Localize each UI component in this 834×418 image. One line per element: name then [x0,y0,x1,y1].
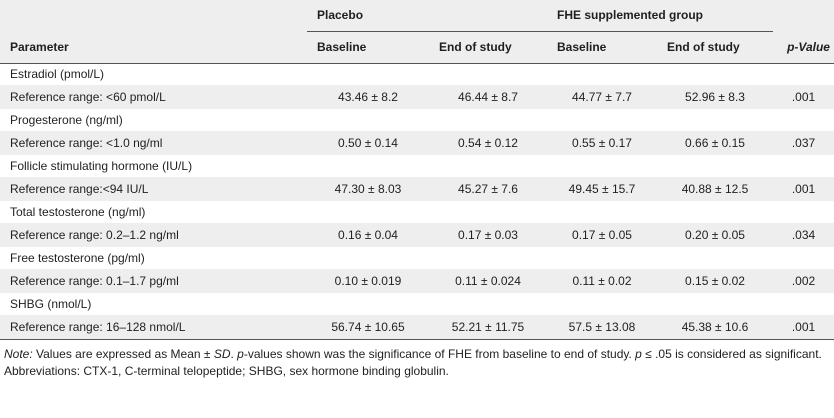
placebo-end-value: 0.54 ± 0.12 [458,136,518,150]
p-value: .037 [791,136,816,150]
placebo-end-value: 0.17 ± 0.03 [458,228,518,242]
section-row: Estradiol (pmol/L) [0,63,834,85]
p-value: .001 [773,315,834,340]
fhe-end-value: 0.15 ± 0.02 [685,274,745,288]
note-paragraph: Note: Values are expressed as Mean ± SD.… [4,346,830,363]
section-label: Progesterone (ng/ml) [10,113,123,127]
placebo-end-value: 46.44 ± 8.7 [458,90,518,104]
p-value: .002 [791,274,816,288]
reference-row: Reference range: <60 pmol/L 43.46 ± 8.2 … [0,85,834,109]
reference-row: Reference range: 0.1–1.7 pg/ml 0.10 ± 0.… [0,269,834,293]
reference-row: Reference range: 0.2–1.2 ng/ml 0.16 ± 0.… [0,223,834,247]
fhe-baseline-header: Baseline [547,31,657,64]
placebo-baseline-value: 0.50 ± 0.14 [338,136,398,150]
placebo-group-header: Placebo [307,0,547,32]
reference-row: Reference range: <1.0 ng/ml 0.50 ± 0.14 … [0,131,834,155]
reference-range-label: Reference range: 0.2–1.2 ng/ml [10,228,179,242]
fhe-baseline-value: 44.77 ± 7.7 [572,90,632,104]
header-column-row: Parameter Baseline End of study Baseline… [0,31,834,64]
reference-row: Reference range: 16–128 nmol/L 56.74 ± 1… [0,315,834,340]
note-text-3: -values shown was the significance of FH… [243,346,636,361]
section-label: Free testosterone (pg/ml) [10,251,145,265]
fhe-end-value: 40.88 ± 12.5 [681,182,749,196]
p-value: .001 [791,90,816,104]
fhe-end-value: 0.20 ± 0.05 [685,228,745,242]
placebo-baseline-value: 43.46 ± 8.2 [338,90,398,104]
reference-range-label: Reference range: <1.0 ng/ml [10,136,163,150]
p-value-header: p-Value [773,31,834,64]
note-text-1: Values are expressed as Mean ± [32,346,214,361]
hormone-table: Placebo FHE supplemented group Parameter… [0,0,834,340]
section-label: Follicle stimulating hormone (IU/L) [10,159,193,173]
section-label: Estradiol (pmol/L) [10,67,105,82]
p-value: .034 [791,228,816,242]
placebo-end-value: 0.11 ± 0.024 [455,274,521,288]
reference-range-label: Reference range: 0.1–1.7 pg/ml [10,274,179,288]
note-p-1: p [237,346,244,361]
reference-range-label: Reference range: 16–128 nmol/L [0,315,307,340]
fhe-baseline-value: 0.55 ± 0.17 [572,136,632,150]
note-text-4: ≤ .05 is considered as significant. [641,346,822,361]
placebo-baseline-value: 0.16 ± 0.04 [338,228,398,242]
fhe-baseline-value: 0.11 ± 0.02 [572,274,632,288]
fhe-baseline-value: 57.5 ± 13.08 [547,315,657,340]
placebo-baseline-value: 0.10 ± 0.019 [334,274,402,288]
section-row: Total testosterone (ng/ml) [0,201,834,223]
note-p-2: p [635,346,642,361]
section-row: Progesterone (ng/ml) [0,109,834,131]
note-text-2: . [230,346,238,361]
placebo-end-value: 52.21 ± 11.75 [429,315,547,340]
placebo-baseline-header: Baseline [307,31,429,64]
reference-range-label: Reference range:<94 IU/L [10,182,149,196]
note-label: Note: [4,346,33,361]
header-group-row: Placebo FHE supplemented group [0,0,834,32]
parameter-header: Parameter [0,31,307,64]
placebo-baseline-value: 47.30 ± 8.03 [334,182,402,196]
fhe-baseline-value: 49.45 ± 15.7 [568,182,636,196]
note-sd: SD [213,346,231,361]
reference-range-label: Reference range: <60 pmol/L [10,90,166,104]
section-label: Total testosterone (ng/ml) [10,205,146,219]
p-value: .001 [791,182,816,196]
section-row: SHBG (nmol/L) [0,293,834,315]
fhe-end-header: End of study [657,31,774,64]
abbreviations: Abbreviations: CTX-1, C-terminal telopep… [4,363,449,378]
section-row: Follicle stimulating hormone (IU/L) [0,155,834,177]
placebo-end-header: End of study [429,31,547,64]
reference-row: Reference range:<94 IU/L 47.30 ± 8.03 45… [0,177,834,201]
section-label: SHBG (nmol/L) [10,297,92,311]
fhe-end-value: 45.38 ± 10.6 [657,315,774,340]
section-row: Free testosterone (pg/ml) [0,247,834,269]
fhe-end-value: 0.66 ± 0.15 [685,136,745,150]
fhe-baseline-value: 0.17 ± 0.05 [572,228,632,242]
table-notes: Note: Values are expressed as Mean ± SD.… [0,340,834,380]
fhe-group-header: FHE supplemented group [547,0,774,32]
placebo-baseline-value: 56.74 ± 10.65 [307,315,429,340]
table-body: Estradiol (pmol/L) Reference range: <60 … [0,63,834,340]
placebo-end-value: 45.27 ± 7.6 [458,182,518,196]
fhe-end-value: 52.96 ± 8.3 [685,90,745,104]
